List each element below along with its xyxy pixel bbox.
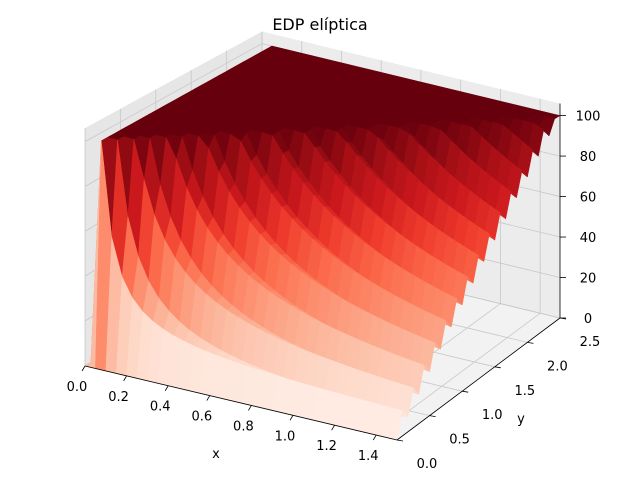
x-tick-mark	[331, 424, 335, 431]
z-tick-label: 20	[580, 272, 597, 287]
x-tick-label: 1.4	[358, 449, 379, 464]
x-tick-label: 0.0	[67, 380, 88, 395]
z-tick-label: 0	[584, 312, 592, 327]
axes-lines	[84, 103, 561, 441]
x-tick-mark	[164, 385, 169, 391]
x-tick-mark	[248, 405, 252, 411]
tick-labels: 0.0 0.2 0.4 0.6 0.8 1.0 1.2 1.4 0.0 0.5 1.0 1.5 2.0 2…	[67, 110, 601, 472]
y-tick-mark	[462, 390, 469, 393]
y-axis-line	[396, 317, 561, 441]
y-axis-label: y	[517, 412, 525, 427]
x-axis-label: x	[212, 447, 220, 462]
chart-title: EDP elíptica	[272, 15, 367, 34]
x-tick-mark	[81, 365, 86, 372]
x-tick-label: 0.2	[108, 390, 129, 405]
y-tick-mark	[429, 415, 436, 417]
y-tick-label: 0.0	[417, 457, 438, 472]
y-tick-mark	[527, 342, 534, 344]
z-tick-label: 40	[580, 231, 597, 246]
x-axis-line	[84, 365, 398, 441]
y-tick-label: 2.5	[580, 335, 601, 350]
x-tick-mark	[206, 395, 211, 401]
y-tick-mark	[396, 439, 404, 442]
x-tick-label: 1.2	[316, 439, 337, 454]
z-tick-label: 100	[576, 110, 601, 125]
z-tick-label: 80	[580, 150, 597, 165]
x-tick-label: 0.6	[191, 410, 212, 425]
x-tick-label: 1.0	[275, 429, 296, 444]
x-tick-label: 0.8	[233, 419, 254, 434]
x-tick-mark	[372, 434, 377, 441]
y-tick-label: 2.0	[547, 359, 568, 374]
z-tick-label: 60	[580, 191, 597, 206]
y-tick-mark	[494, 366, 501, 369]
z-grid-left	[84, 43, 263, 142]
y-tick-label: 1.5	[514, 384, 535, 399]
x-tick-mark	[123, 375, 127, 382]
surface-mesh	[84, 45, 561, 441]
y-tick-label: 1.0	[482, 408, 503, 423]
x-tick-label: 0.4	[150, 400, 171, 415]
x-tick-mark	[289, 415, 294, 421]
y-tick-label: 0.5	[449, 433, 470, 448]
